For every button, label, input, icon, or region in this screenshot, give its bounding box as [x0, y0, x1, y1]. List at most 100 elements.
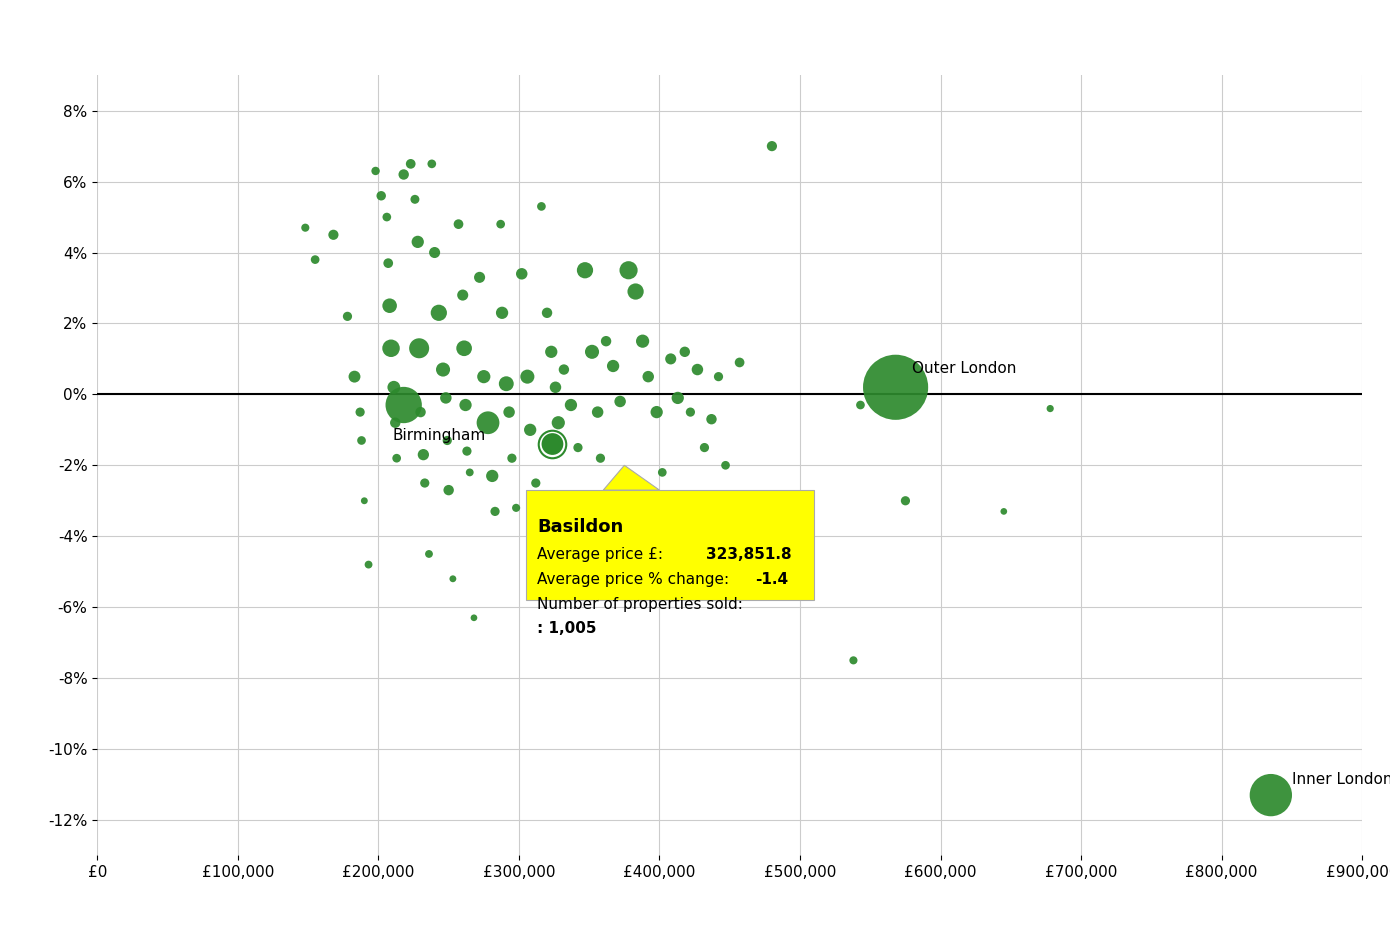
Point	[624, 284, 646, 299]
Point	[414, 476, 436, 491]
Point	[660, 352, 682, 367]
Point	[473, 369, 495, 384]
Point	[680, 404, 702, 419]
Point	[468, 270, 491, 285]
Text: Outer London: Outer London	[912, 361, 1017, 376]
Point	[531, 199, 553, 214]
Point	[645, 404, 667, 419]
Point	[489, 216, 512, 231]
Point	[545, 380, 567, 395]
Point	[304, 252, 327, 267]
Point	[421, 156, 443, 171]
Polygon shape	[603, 465, 659, 490]
Point	[687, 362, 709, 377]
Point	[674, 344, 696, 359]
Point	[708, 369, 730, 384]
Point	[370, 188, 392, 203]
Point	[384, 415, 406, 431]
Point	[1259, 788, 1282, 803]
Point	[567, 440, 589, 455]
Point	[894, 494, 916, 509]
Text: : 1,005: : 1,005	[537, 621, 596, 636]
Point	[435, 390, 457, 405]
Point	[364, 164, 386, 179]
Point	[463, 610, 485, 625]
Point	[884, 380, 906, 395]
Point	[385, 450, 407, 465]
Point	[295, 220, 317, 235]
Point	[760, 138, 783, 153]
Point	[392, 167, 414, 182]
Point	[602, 358, 624, 373]
Point	[495, 376, 517, 391]
Point	[1040, 401, 1062, 416]
Point	[382, 380, 404, 395]
Point	[350, 433, 373, 448]
Text: -1.4: -1.4	[755, 572, 788, 587]
Point	[728, 355, 751, 370]
Point	[667, 390, 689, 405]
Point	[714, 458, 737, 473]
Point	[505, 500, 527, 515]
Point	[484, 504, 506, 519]
Point	[581, 344, 603, 359]
Point	[589, 450, 612, 465]
Text: Birmingham: Birmingham	[392, 429, 485, 444]
Point	[399, 156, 421, 171]
Point	[992, 504, 1015, 519]
Text: 323,851.8: 323,851.8	[706, 547, 791, 562]
Point	[336, 309, 359, 324]
Point	[609, 394, 631, 409]
Text: Number of properties sold:: Number of properties sold:	[537, 597, 744, 612]
Text: Average price % change:: Average price % change:	[537, 572, 734, 587]
Point	[375, 210, 398, 225]
Text: Inner London: Inner London	[1291, 773, 1390, 788]
Point	[379, 340, 402, 355]
Point	[448, 216, 470, 231]
Point	[694, 440, 716, 455]
Point	[418, 546, 441, 561]
Point	[456, 444, 478, 459]
Text: Basildon: Basildon	[537, 519, 624, 537]
Point	[432, 362, 455, 377]
Text: Average price £:: Average price £:	[537, 547, 669, 562]
Point	[617, 262, 639, 278]
Point	[481, 468, 503, 483]
Point	[438, 482, 460, 497]
Point	[516, 369, 538, 384]
Point	[541, 344, 563, 359]
Point	[407, 234, 430, 249]
Point	[442, 572, 464, 587]
Point	[392, 398, 414, 413]
Point	[378, 298, 400, 313]
Point	[631, 334, 653, 349]
Point	[518, 422, 541, 437]
Point	[595, 334, 617, 349]
Point	[453, 340, 475, 355]
Bar	[525, 490, 815, 600]
Point	[409, 340, 431, 355]
Point	[548, 415, 570, 431]
Point	[477, 415, 499, 431]
Point	[574, 262, 596, 278]
Point	[524, 476, 546, 491]
Point	[404, 192, 427, 207]
Point	[410, 404, 432, 419]
Point	[428, 306, 450, 321]
Point	[541, 436, 563, 451]
Point	[459, 465, 481, 480]
Point	[498, 404, 520, 419]
Point	[537, 306, 559, 321]
Point	[587, 404, 609, 419]
Point	[500, 450, 523, 465]
Point	[436, 433, 459, 448]
Point	[560, 398, 582, 413]
Point	[491, 306, 513, 321]
Point	[413, 447, 435, 462]
Point	[353, 494, 375, 509]
Point	[322, 227, 345, 243]
Point	[424, 245, 446, 260]
Point	[349, 404, 371, 419]
Point	[553, 362, 575, 377]
Point	[637, 369, 659, 384]
